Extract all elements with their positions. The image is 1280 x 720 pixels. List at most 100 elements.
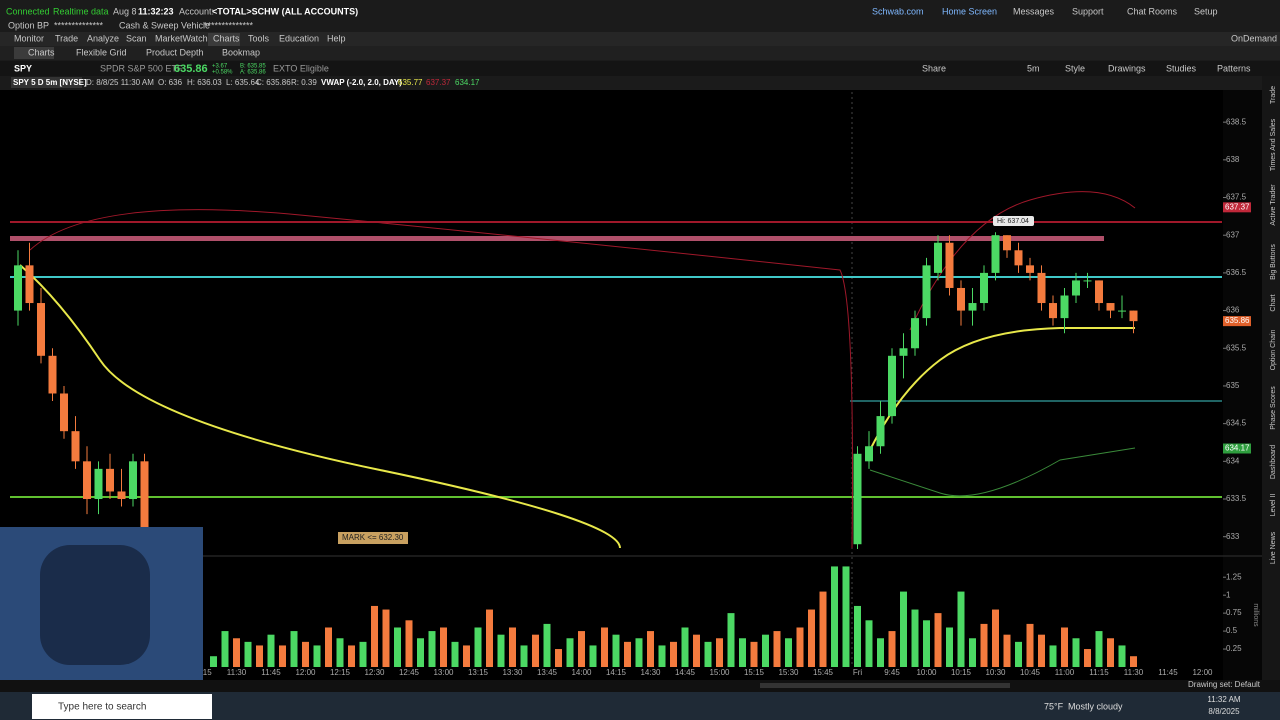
volume-bar: [394, 627, 401, 667]
x-tick-label: 14:00: [571, 668, 592, 677]
volume-bar: [647, 631, 654, 667]
volume-bar: [221, 631, 229, 667]
search-text[interactable]: Type here to search: [58, 702, 146, 713]
x-tick-label: 14:15: [606, 668, 627, 677]
tab[interactable]: Product Depth: [146, 47, 204, 57]
volume-bar: [716, 638, 723, 667]
study-value: 635.77: [398, 78, 423, 87]
menu-item[interactable]: Education: [279, 33, 319, 43]
x-tick-label: 14:45: [675, 668, 696, 677]
y-tick-label: 1: [1226, 590, 1231, 599]
side-tab[interactable]: Times And Sales: [1270, 118, 1277, 171]
volume-bar: [1118, 645, 1126, 667]
link[interactable]: Home Screen: [942, 6, 997, 16]
candle-body: [1037, 272, 1046, 304]
symbol[interactable]: SPY: [14, 63, 32, 73]
candle-body: [1083, 280, 1092, 282]
volume-bar: [486, 609, 493, 667]
tab[interactable]: Charts: [28, 47, 55, 57]
candle-body: [888, 355, 896, 417]
scrollbar: [760, 683, 1010, 688]
volume-bar: [704, 641, 712, 667]
volume-bar: [819, 591, 827, 667]
menu-item[interactable]: Analyze: [87, 33, 119, 43]
volume-bar: [681, 627, 689, 667]
plot: 633 633.5 634 634.5 635 635.5 636 636.5 637 637.5…: [14, 117, 1251, 677]
candle-body: [980, 272, 988, 304]
x-tick-label: 14:30: [640, 668, 661, 677]
volume-bar: [877, 638, 884, 667]
header-field: L: 635.64: [226, 78, 260, 87]
volume-bar: [831, 566, 838, 667]
candle-body: [899, 348, 908, 356]
menu-item[interactable]: OnDemand: [1231, 33, 1277, 43]
tool[interactable]: Drawings: [1108, 63, 1146, 73]
search-box[interactable]: [32, 694, 212, 719]
volume-bar: [750, 641, 758, 667]
account[interactable]: <TOTAL>SCHW (ALL ACCOUNTS): [212, 6, 358, 16]
mark-label: MARK <= 632.30: [342, 533, 404, 542]
link[interactable]: Setup: [1194, 6, 1218, 16]
side-tab[interactable]: Big Buttons: [1270, 244, 1277, 280]
link[interactable]: Chat Rooms: [1127, 6, 1178, 16]
candle-body: [1003, 235, 1011, 251]
side-tab[interactable]: Level II: [1270, 494, 1277, 517]
price-box: [1223, 443, 1251, 454]
volume-bar: [1049, 645, 1057, 667]
volume-bar: [451, 641, 459, 667]
menu-item[interactable]: Help: [327, 33, 346, 43]
side-tab[interactable]: Phase Scores: [1270, 386, 1277, 430]
tab[interactable]: Bookmap: [222, 47, 260, 57]
menu-item[interactable]: MarketWatch: [155, 33, 208, 43]
menu-item[interactable]: Tools: [248, 33, 270, 43]
x-tick-label: 11:30: [227, 668, 247, 677]
side-tab[interactable]: Option Chain: [1270, 329, 1277, 370]
link[interactable]: Schwab.com: [872, 6, 924, 16]
volume-bar: [601, 627, 608, 667]
side-tab[interactable]: Dashboard: [1270, 445, 1277, 479]
x-tick-label: 15:00: [709, 668, 730, 677]
side-tab[interactable]: Trade: [1270, 86, 1277, 104]
tool[interactable]: Studies: [1166, 63, 1197, 73]
volume-bar: [532, 634, 539, 667]
link[interactable]: Support: [1072, 6, 1104, 16]
menu-item[interactable]: Trade: [55, 33, 78, 43]
side-tab[interactable]: Live News: [1270, 531, 1277, 564]
volume-bar: [1130, 656, 1137, 667]
study-value: 634.17: [455, 78, 480, 87]
tab-selected: [14, 47, 54, 59]
tool[interactable]: Style: [1065, 63, 1085, 73]
volume-bar: [497, 634, 505, 667]
menu-item[interactable]: Charts: [213, 33, 240, 43]
vwap-line: [869, 327, 1135, 451]
volume-bar: [555, 649, 562, 667]
link[interactable]: Messages: [1013, 6, 1055, 16]
volume-bar: [1107, 638, 1114, 667]
y-tick-label: 633: [1226, 532, 1240, 541]
candle-body: [25, 265, 34, 304]
tool[interactable]: 5m: [1027, 63, 1040, 73]
tool[interactable]: Patterns: [1217, 63, 1251, 73]
side-tab[interactable]: Active Trader: [1270, 184, 1277, 226]
description: SPDR S&P 500 ETF: [100, 63, 183, 73]
tool[interactable]: Share: [922, 63, 946, 73]
candle-body: [876, 416, 885, 447]
menu-item[interactable]: Scan: [126, 33, 147, 43]
y-tick-label: 0.75: [1226, 608, 1242, 617]
chart-title: SPY 5 D 5m [NYSE]: [13, 78, 87, 87]
side-tab[interactable]: Chart: [1270, 294, 1277, 311]
candle-body: [37, 303, 45, 356]
change-pct: +0.58%: [212, 70, 233, 76]
volume-bar: [1015, 641, 1022, 667]
tab[interactable]: Flexible Grid: [76, 47, 127, 57]
candle-body: [117, 491, 126, 500]
hi-label: Hi: 637.04: [997, 218, 1029, 225]
vwap-line: [19, 264, 621, 549]
header-field: C: 635.86: [256, 78, 291, 87]
menu-item[interactable]: Monitor: [14, 33, 44, 43]
volume-bar: [290, 631, 298, 667]
weather: Mostly cloudy: [1068, 701, 1123, 711]
y-tick-label: 0.25: [1226, 644, 1242, 653]
volume-bar: [302, 641, 309, 667]
y-tick-label: 635: [1226, 381, 1240, 390]
